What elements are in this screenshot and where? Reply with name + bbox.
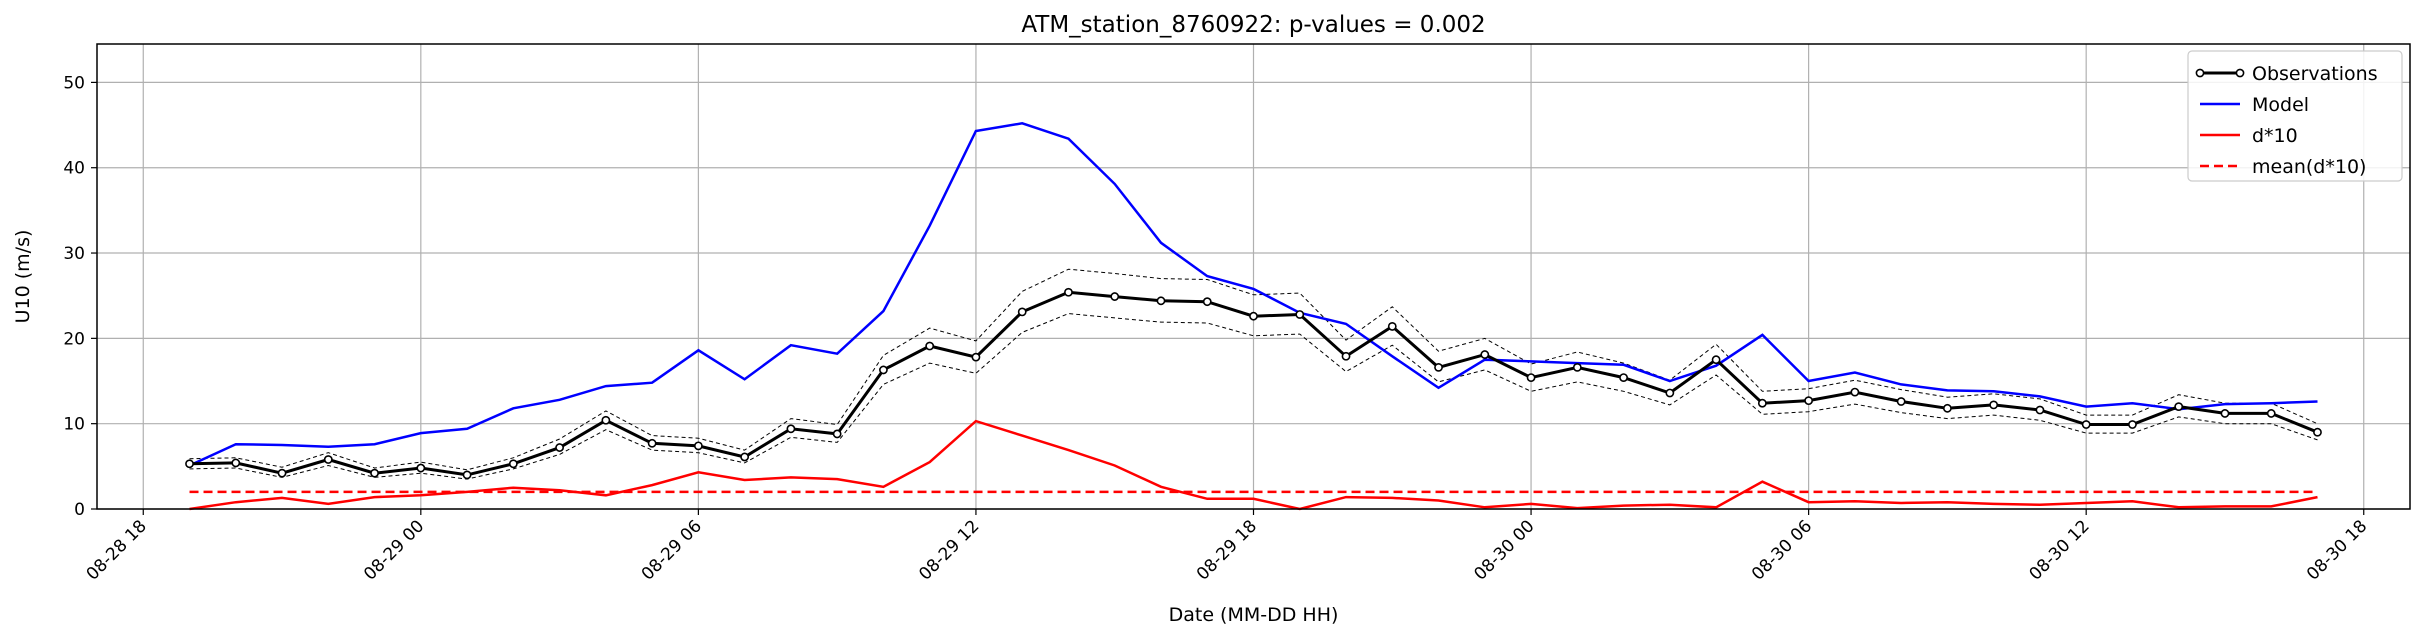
observation-point (1064, 287, 1073, 297)
observation-point (1017, 307, 1027, 317)
observation-point (2035, 405, 2045, 415)
observation-point (2081, 420, 2091, 429)
observation-point (231, 458, 241, 468)
legend-marker (2235, 68, 2245, 78)
observation-point (1711, 355, 1721, 365)
observation-point (462, 470, 472, 480)
x-tick-label: 08-30 00 (1470, 516, 1538, 584)
legend-label: mean(d*10) (2252, 156, 2366, 178)
x-tick-label: 08-30 12 (2026, 516, 2094, 584)
observation-point (1202, 297, 1212, 307)
observation-point (2220, 409, 2230, 418)
x-tick-label: 08-30 06 (1748, 516, 1816, 584)
observation-point (1804, 396, 1814, 406)
obs-upper-bound-line (189, 268, 2318, 471)
y-tick-label: 50 (63, 73, 85, 93)
legend-label: Observations (2252, 63, 2378, 85)
x-axis-label: Date (MM-DD HH) (1169, 604, 1339, 626)
observation-point (1943, 403, 1952, 413)
observation-point (370, 468, 379, 478)
y-axis-label: U10 (m/s) (12, 230, 34, 324)
observation-point (2128, 420, 2137, 429)
legend-label: Model (2252, 94, 2309, 116)
y-tick-label: 30 (63, 244, 85, 264)
observation-point (1110, 292, 1120, 301)
x-tick-label: 08-29 06 (638, 516, 706, 584)
observation-point (879, 365, 888, 375)
observation-point (1665, 388, 1675, 398)
observation-point (832, 429, 842, 439)
series-layer (185, 122, 2322, 511)
grid (97, 44, 2410, 510)
y-tick-label: 20 (63, 329, 85, 349)
y-tick-label: 10 (63, 415, 85, 435)
observation-point (508, 459, 518, 469)
observation-point (1156, 296, 1166, 306)
y-axis: 0 10 20 30 40 50 (63, 73, 97, 520)
observation-point (185, 459, 194, 469)
y-tick-label: 0 (74, 500, 85, 520)
observation-point (786, 424, 796, 434)
y-tick-label: 40 (63, 159, 85, 179)
model-line (188, 122, 2318, 467)
x-tick-label: 08-29 12 (915, 516, 983, 584)
observation-point (1989, 400, 1999, 410)
observation-point (1757, 398, 1767, 408)
observation-point (971, 352, 981, 362)
observation-point (601, 415, 611, 425)
observation-point (1619, 373, 1628, 383)
observation-point (1341, 351, 1351, 361)
legend-box (2187, 50, 2403, 182)
x-tick-label: 08-30 18 (2303, 516, 2371, 584)
legend: Observations Model d*10 mean(d*10) (2187, 50, 2403, 182)
x-tick-label: 08-29 18 (1193, 516, 1261, 584)
observation-point (1295, 310, 1305, 319)
x-axis: 08-28 18 08-29 00 08-29 06 08-29 12 08-29 18… (83, 509, 2371, 585)
observation-point (647, 438, 657, 448)
legend-label: d*10 (2252, 125, 2298, 147)
observation-point (1434, 362, 1443, 372)
legend-marker (2195, 68, 2205, 78)
observation-point (1850, 387, 1860, 397)
observation-point (1480, 350, 1490, 359)
observation-point (2266, 409, 2276, 418)
observation-point (555, 443, 564, 452)
observation-point (1526, 373, 1536, 383)
observation-point (1896, 397, 1906, 406)
x-tick-label: 08-28 18 (83, 516, 151, 584)
x-tick-label: 08-29 00 (360, 516, 428, 584)
observation-point (1249, 311, 1258, 321)
observation-point (1387, 322, 1397, 331)
d10-line (189, 419, 2318, 511)
observation-point (416, 463, 426, 473)
observation-point (277, 468, 287, 478)
observation-point (693, 441, 703, 451)
observation-point (323, 455, 333, 464)
observation-point (740, 452, 750, 462)
observation-point (2174, 402, 2184, 412)
observation-point (1572, 362, 1582, 372)
observation-point (925, 341, 935, 351)
chart-title: ATM_station_8760922: p-values = 0.002 (1021, 12, 1485, 38)
observation-point (2313, 427, 2322, 437)
